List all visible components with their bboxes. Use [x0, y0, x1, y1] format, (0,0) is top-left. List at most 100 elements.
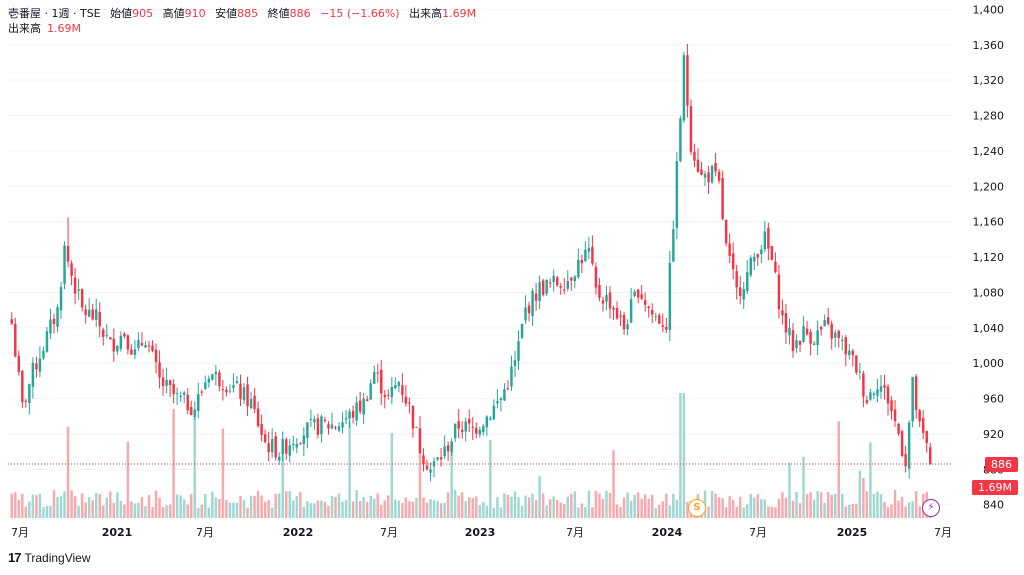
candle-body: [605, 295, 608, 302]
volume-bar: [601, 499, 605, 518]
volume-bar: [263, 501, 267, 518]
candle-body: [256, 408, 260, 427]
volume-bar: [182, 499, 186, 518]
candle-body: [172, 384, 175, 394]
x-tick-label: 2023: [465, 526, 496, 539]
candle-body: [376, 372, 379, 374]
candle-body: [742, 288, 745, 300]
volume-bar: [728, 495, 731, 518]
volume-bar: [211, 491, 214, 518]
candle-body: [63, 245, 66, 284]
candle-body: [506, 388, 510, 390]
volume-legend[interactable]: 出来高 1.69M: [8, 21, 81, 36]
candle-body: [914, 376, 918, 410]
symbol-label[interactable]: 壱番屋 · 1週 · TSE: [8, 7, 101, 20]
candle-body: [492, 405, 496, 420]
volume-bar: [520, 506, 524, 518]
candle-body: [851, 350, 855, 356]
candle-body: [468, 418, 471, 424]
volume-bar: [496, 497, 499, 518]
volume-bar: [306, 501, 309, 518]
volume-bar: [207, 507, 211, 518]
candle-body: [49, 319, 52, 334]
candle-body: [907, 422, 911, 469]
volume-label: 出来高: [409, 7, 443, 20]
volume-bar: [872, 493, 876, 518]
volume-bar: [91, 500, 94, 518]
x-tick-label: 7月: [11, 526, 29, 539]
volume-bar: [608, 493, 612, 518]
candle-body: [242, 387, 246, 401]
volume-bar: [848, 505, 851, 518]
volume-bar: [260, 495, 263, 518]
volume-bar: [270, 507, 274, 518]
volume-bar: [56, 496, 59, 518]
volume-bar: [503, 493, 506, 518]
volume-value: 1.69M: [442, 7, 477, 20]
candle-body: [735, 271, 738, 288]
volume-bar: [788, 462, 791, 518]
candle-body: [299, 443, 302, 445]
candle-body: [658, 315, 661, 324]
volume-bar: [320, 500, 323, 518]
volume-bar: [422, 497, 425, 518]
candle-body: [826, 317, 830, 324]
volume-bar: [415, 497, 418, 518]
y-tick-label: 1,280: [973, 110, 1005, 123]
volume-bar: [225, 499, 228, 518]
candle-body: [460, 429, 464, 432]
candle-body: [545, 279, 548, 294]
volume-bar: [538, 475, 541, 518]
volume-bar: [144, 505, 147, 518]
volume-bar: [841, 494, 844, 518]
volume-bar: [594, 490, 598, 518]
split-icon[interactable]: ⚡: [922, 499, 940, 517]
volume-bar: [221, 428, 225, 518]
candle-body: [249, 398, 253, 408]
volume-bar: [651, 494, 654, 518]
volume-legend-label: 出来高: [8, 22, 41, 35]
volume-bar: [626, 492, 629, 518]
volume-bar: [73, 496, 77, 518]
volume-bar: [172, 408, 175, 518]
candle-body: [270, 438, 274, 453]
volume-bar: [471, 498, 474, 518]
volume-bar: [513, 491, 517, 518]
tradingview-logo[interactable]: 17 TradingView: [8, 550, 91, 565]
candle-body: [534, 293, 538, 301]
volume-bar: [267, 500, 270, 518]
candle-body: [746, 272, 749, 292]
volume-bar: [499, 507, 503, 518]
volume-bar: [918, 506, 921, 518]
volume-bar: [228, 502, 232, 518]
candle-body: [513, 360, 517, 366]
candle-body: [161, 377, 165, 387]
volume-bar: [450, 446, 453, 518]
candle-body: [372, 372, 376, 384]
volume-bar: [679, 393, 682, 518]
volume-bar: [140, 497, 144, 518]
dividend-icon[interactable]: S: [688, 499, 706, 517]
volume-bar: [49, 505, 52, 518]
candle-body: [35, 363, 38, 370]
candle-body: [601, 300, 605, 304]
candle-body: [911, 376, 914, 422]
volume-bar: [654, 507, 657, 518]
candle-body: [876, 389, 879, 396]
candle-body: [809, 332, 812, 344]
candle-body: [693, 151, 696, 161]
volume-bar: [478, 505, 482, 518]
candle-body: [179, 396, 182, 398]
candle-body: [471, 426, 474, 428]
volume-bar: [482, 502, 485, 518]
volume-bar: [94, 493, 98, 518]
volume-bar: [285, 491, 288, 518]
volume-bar: [665, 493, 668, 518]
volume-bar: [798, 503, 802, 518]
candle-body: [636, 289, 640, 298]
candle-body: [608, 292, 612, 309]
candle-body: [482, 426, 485, 433]
volume-bar: [707, 506, 710, 518]
volume-bar: [436, 501, 439, 518]
